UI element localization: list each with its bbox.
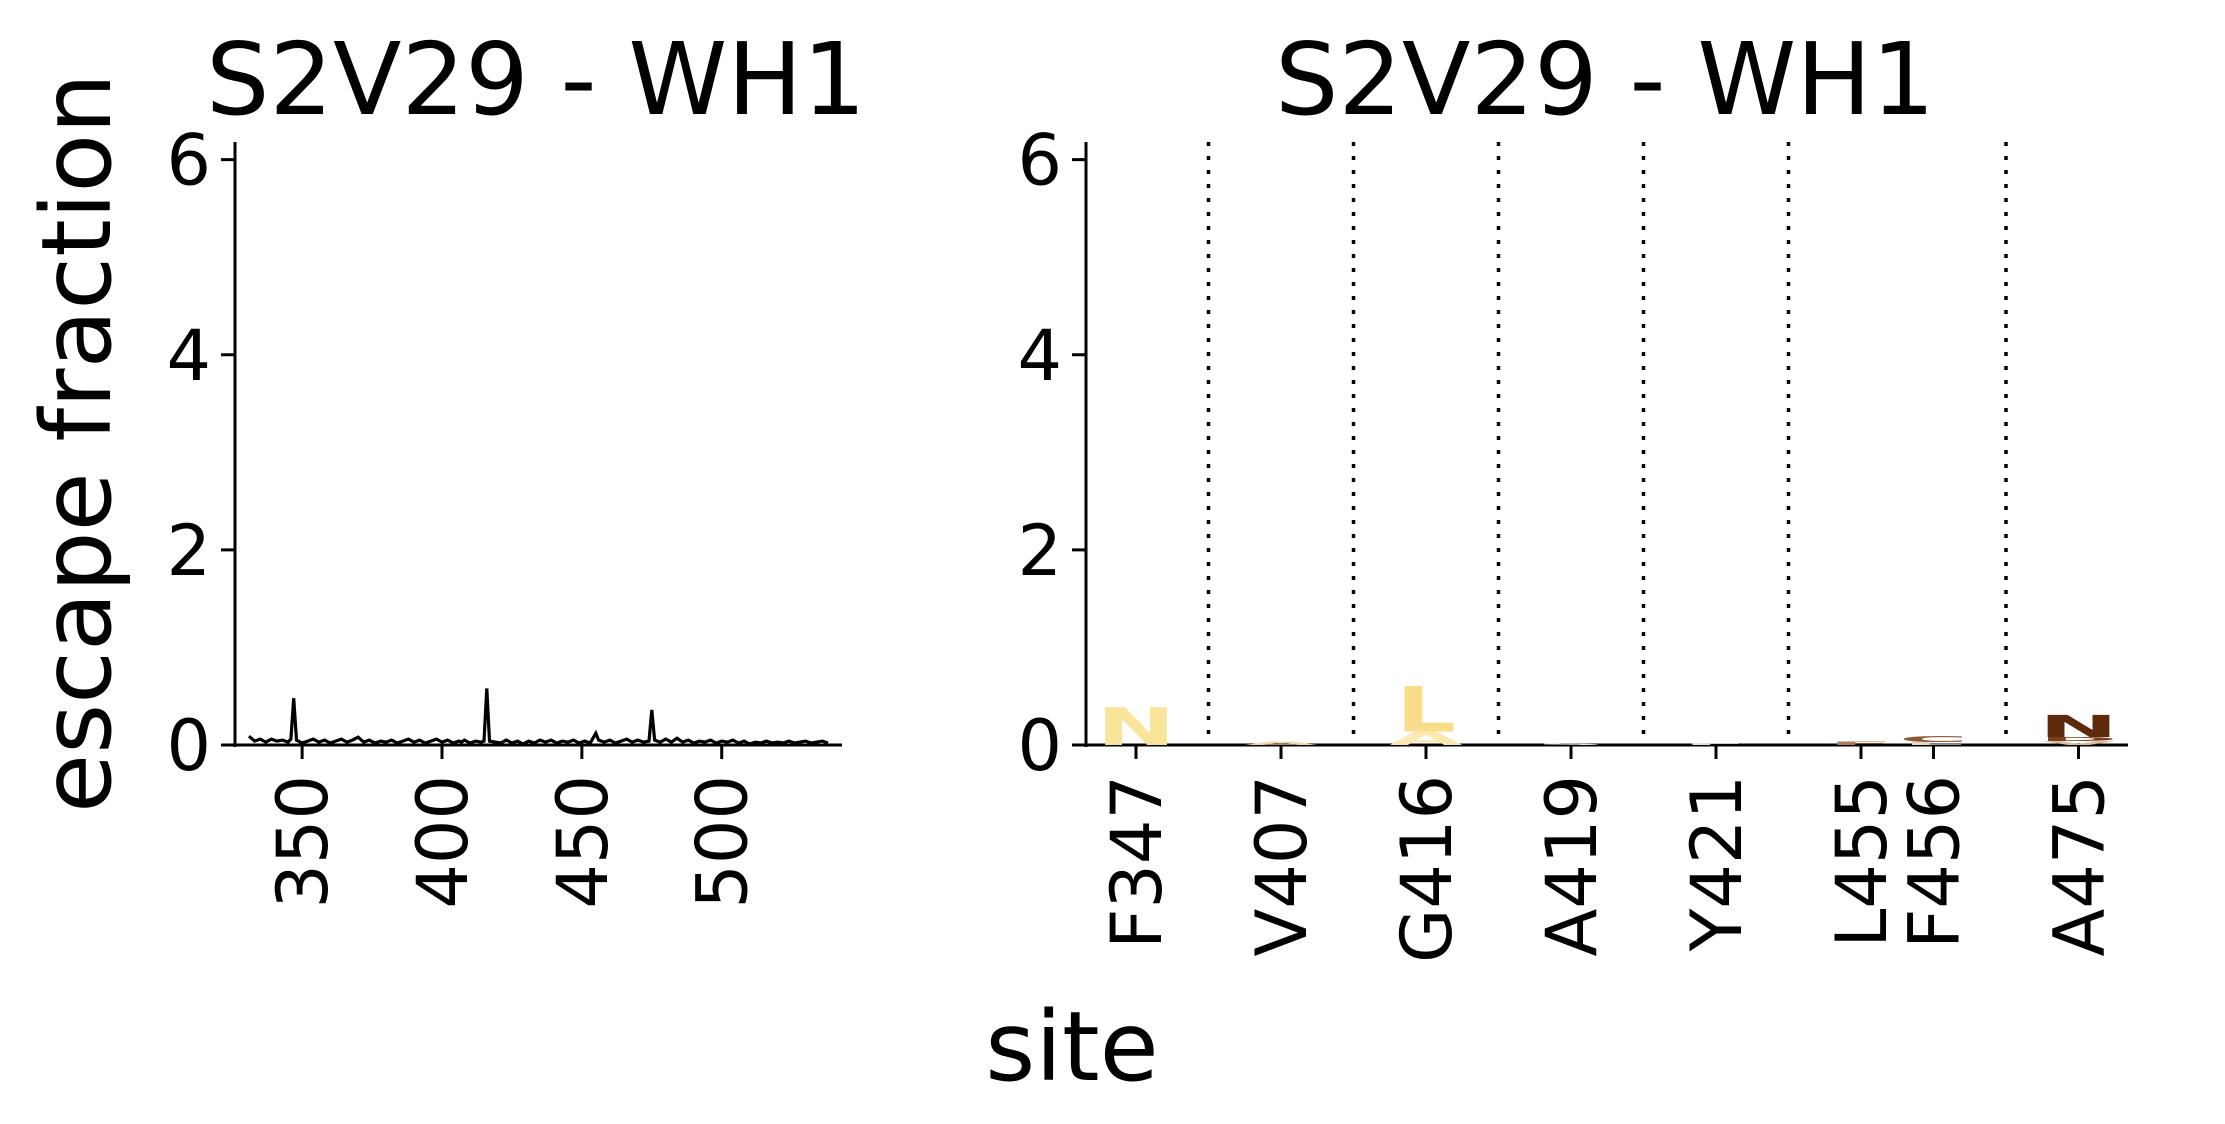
logo-letter: A [1244, 741, 1317, 746]
site-label: F456 [1894, 775, 1976, 949]
site-label: V407 [1241, 775, 1323, 957]
x-tick-label: 350 [262, 775, 344, 909]
logo-letter: F [1829, 741, 1894, 746]
y-tick-label: 4 [1017, 315, 1062, 397]
logo-letter: A [1389, 728, 1462, 750]
site-label: L455 [1821, 775, 1903, 948]
site-label: Y421 [1676, 775, 1758, 952]
x-tick-label: 500 [682, 775, 764, 909]
y-tick-label: 2 [166, 510, 211, 592]
site-label: A419 [1531, 775, 1613, 957]
y-tick-label: 2 [1017, 510, 1062, 592]
site-separators [1206, 142, 2008, 745]
logo-letter: V [2042, 740, 2115, 746]
x-tick-label: 450 [542, 775, 624, 909]
x-tick-label: 400 [402, 775, 484, 909]
logo-letter: C [1899, 735, 1968, 744]
y-tick-label: 4 [166, 315, 211, 397]
logo-letters: N A AL S F F LC VDN [1096, 674, 2118, 757]
logo-plot-panel: S2V29 - WH1 0 2 4 6 F347 V407 G416 A419 Y421 L455… [1017, 21, 2128, 963]
site-label: A475 [2039, 775, 2121, 957]
logo-letter: F [1684, 742, 1749, 745]
logo-letter: L [1903, 741, 1963, 746]
y-tick-label: 0 [166, 705, 211, 787]
y-tick-label: 6 [1017, 120, 1062, 202]
site-label: F347 [1096, 775, 1178, 949]
series-line [247, 688, 829, 746]
x-axis-label: site [985, 991, 1158, 1103]
line-plot-panel: S2V29 - WH1 0 2 4 6 350 400 450 500 [166, 21, 866, 909]
y-tick-label: 6 [166, 120, 211, 202]
y-axis-label: escape fraction [21, 73, 133, 813]
logo-letter: N [2039, 710, 2118, 745]
axes: 0 2 4 6 350 400 450 500 [166, 120, 842, 909]
logo-letter: D [2039, 736, 2117, 742]
logo-letter: L [1396, 674, 1456, 746]
y-tick-label: 0 [1017, 705, 1062, 787]
site-label: G416 [1386, 775, 1468, 963]
chart-title: S2V29 - WH1 [206, 21, 866, 138]
site-escape-line [247, 688, 829, 746]
logo-letter: N [1096, 697, 1175, 757]
logo-letter: S [1537, 742, 1605, 745]
chart-title: S2V29 - WH1 [1275, 21, 1935, 138]
